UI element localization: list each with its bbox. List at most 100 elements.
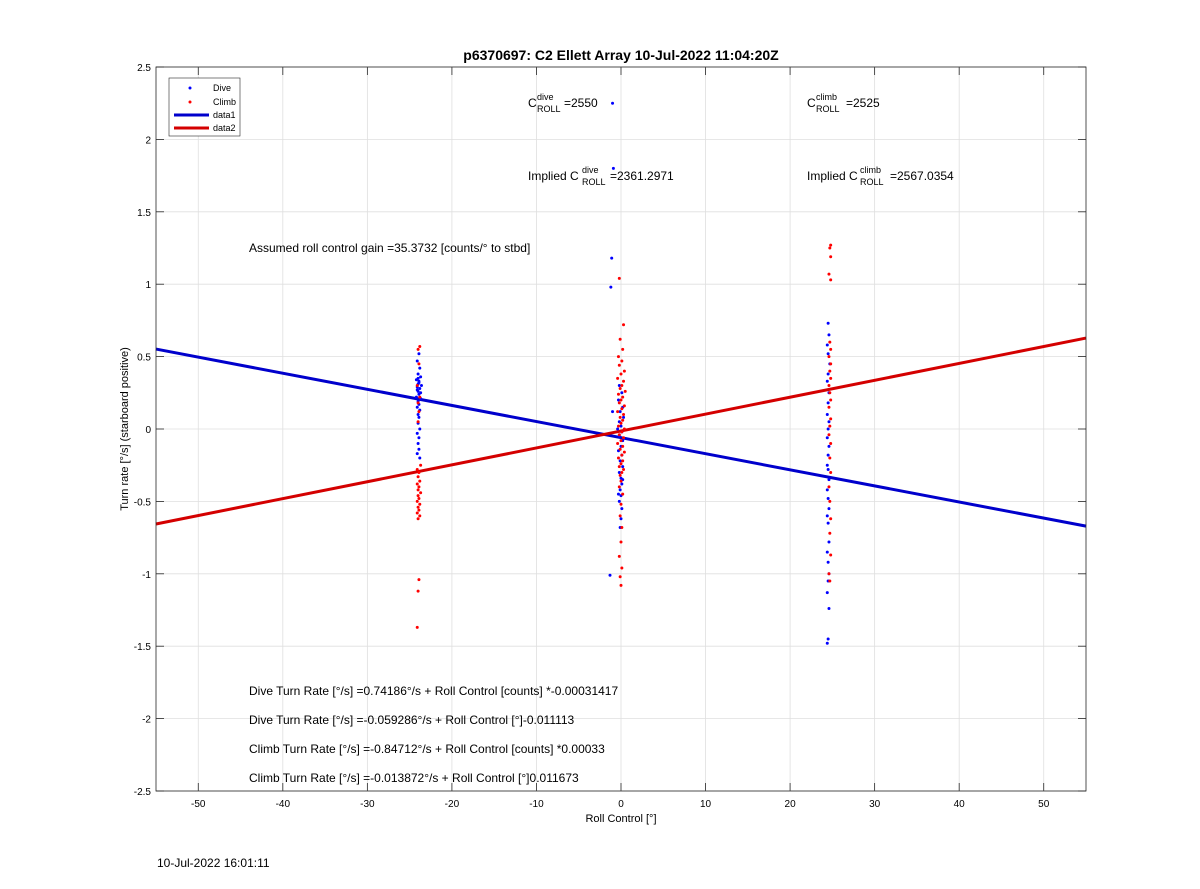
climb-point: [829, 347, 833, 351]
climb-point: [828, 579, 832, 583]
x-tick-label: 30: [869, 799, 881, 810]
dive-point: [415, 359, 419, 363]
climb-point: [417, 578, 421, 582]
annotation-c-roll-climb: C climb ROLL =2525: [807, 92, 880, 114]
climb-point: [416, 401, 420, 405]
legend-box: [168, 77, 241, 137]
climb-point: [415, 482, 419, 486]
climb-point: [417, 497, 421, 501]
dive-point: [419, 375, 423, 379]
climb-point: [622, 379, 626, 383]
climb-point: [618, 514, 622, 518]
climb-point: [616, 441, 620, 445]
climb-point: [417, 470, 421, 474]
climb-point: [828, 424, 832, 428]
climb-point: [415, 511, 419, 515]
footer-timestamp: 10-Jul-2022 16:01:11: [157, 856, 270, 870]
dive-point: [419, 384, 423, 388]
climb-point: [617, 363, 621, 367]
dive-point: [826, 352, 830, 356]
climb-point: [620, 407, 624, 411]
climb-point: [619, 502, 623, 506]
implied-climb-sup: climb: [860, 165, 881, 175]
climb-point: [616, 392, 620, 396]
c-roll-dive-sub: ROLL: [537, 104, 561, 114]
gain-annotation: Assumed roll control gain =35.3732 [coun…: [249, 241, 530, 255]
climb-point: [828, 246, 832, 250]
y-tick-label: -1: [142, 570, 151, 581]
dive-point: [617, 384, 621, 388]
dive-point: [617, 499, 621, 503]
y-tick-label: 1: [145, 280, 151, 291]
climb-point: [621, 418, 625, 422]
dive-point: [418, 456, 422, 460]
annotation-c-roll-dive: C dive ROLL =2550: [528, 92, 598, 114]
dive-point: [826, 401, 830, 405]
climb-point: [618, 575, 622, 579]
y-tick-label: -1.5: [134, 642, 152, 653]
dive-point: [415, 452, 419, 456]
x-tick-label: 0: [618, 799, 624, 810]
climb-point: [617, 276, 621, 280]
dive-point: [825, 488, 829, 492]
x-axis-label: Roll Control [°]: [585, 813, 656, 825]
dive-point: [415, 405, 419, 409]
climb-point: [416, 589, 420, 593]
climb-point: [618, 386, 622, 390]
climb-point: [622, 413, 626, 417]
dive-point: [418, 366, 422, 370]
climb-point: [418, 479, 422, 483]
dive-point: [620, 391, 624, 395]
climb-point: [622, 323, 626, 327]
climb-point: [622, 404, 626, 408]
y-tick-label: -2: [142, 715, 151, 726]
climb-point: [827, 384, 831, 388]
climb-point: [416, 475, 420, 479]
y-axis-label: Turn rate [°/s] (starboard positive): [119, 347, 131, 511]
dive-point: [827, 540, 831, 544]
climb-point: [619, 439, 623, 443]
dive-point: [827, 478, 831, 482]
climb-point: [419, 491, 423, 495]
climb-point: [620, 470, 624, 474]
x-tick-label: -50: [191, 799, 206, 810]
climb-point: [622, 427, 626, 431]
climb-point: [618, 447, 622, 451]
x-tick-label: 50: [1038, 799, 1050, 810]
climb-point: [418, 344, 422, 348]
implied-dive-prefix: Implied C: [528, 169, 579, 183]
c-roll-climb-prefix: C: [807, 96, 816, 110]
dive-point: [611, 101, 615, 105]
dive-point: [620, 482, 624, 486]
dive-point: [414, 395, 418, 399]
dive-point: [417, 415, 421, 419]
dive-point: [618, 410, 622, 414]
climb-point: [619, 540, 623, 544]
dive-point: [417, 436, 421, 440]
c-roll-dive-prefix: C: [528, 96, 537, 110]
dive-point: [827, 333, 831, 337]
climb-point: [621, 459, 625, 463]
scatter-points: [414, 101, 833, 645]
dive-point: [825, 436, 829, 440]
dive-point: [616, 398, 620, 402]
climb-point: [619, 372, 623, 376]
y-tick-label: 0.5: [137, 353, 151, 364]
implied-dive-sub: ROLL: [582, 177, 606, 187]
c-roll-dive-sup: dive: [537, 92, 554, 102]
dive-point: [826, 468, 830, 472]
climb-point: [416, 420, 420, 424]
dive-point: [827, 444, 831, 448]
dive-point: [825, 591, 829, 595]
climb-point: [829, 398, 833, 402]
climb-point: [828, 369, 832, 373]
equation-climb-degrees: Climb Turn Rate [°/s] =-0.013872°/s + Ro…: [249, 771, 579, 785]
climb-point: [416, 494, 420, 498]
dive-point: [617, 470, 621, 474]
dive-point: [825, 550, 829, 554]
climb-point: [621, 347, 625, 351]
climb-point: [617, 433, 621, 437]
dive-point: [416, 372, 420, 376]
climb-point: [622, 468, 626, 472]
